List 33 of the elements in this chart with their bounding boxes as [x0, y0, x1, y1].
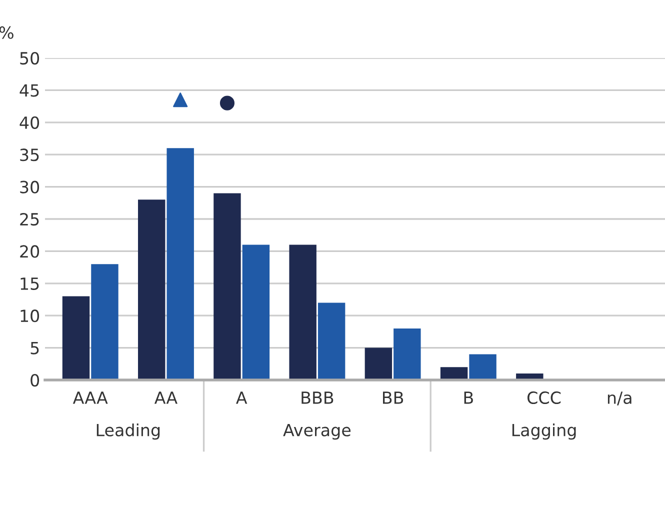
y-tick-label: 40	[20, 116, 40, 129]
x-tick-label: BB	[383, 392, 404, 404]
y-tick-label: 15	[20, 278, 39, 290]
x-tick-label: AAA	[72, 392, 108, 404]
text: Average	[283, 424, 351, 440]
y-tick-label: 35	[20, 148, 39, 162]
y-tick-label: 10	[20, 310, 40, 322]
y-tick-label: 20	[20, 245, 40, 258]
x-tick-label: CCC	[528, 391, 561, 404]
bar	[364, 348, 392, 380]
bar	[214, 193, 241, 380]
bar	[394, 328, 421, 380]
bar	[318, 302, 346, 380]
x-tick-label: n/a	[608, 392, 632, 406]
y-tick-label: 0	[30, 374, 40, 387]
x-tick-label: BBB	[302, 392, 334, 404]
x-tick-label: A	[236, 392, 248, 404]
bar	[91, 264, 118, 380]
bar	[289, 244, 316, 380]
y-tick-label: 25	[20, 212, 39, 226]
y-tick-label: 30	[20, 180, 40, 194]
bar	[166, 148, 194, 380]
x-tick-label: AA	[154, 392, 178, 404]
y-tick-label: 50	[20, 52, 40, 65]
text: Leading	[96, 423, 160, 440]
x-tick-label: B	[464, 392, 473, 404]
bar	[242, 244, 270, 380]
bar	[138, 200, 166, 380]
bar	[62, 296, 90, 380]
y-tick-label: 45	[20, 84, 39, 97]
y-tick-label: 5	[30, 342, 39, 354]
text: Lagging	[512, 423, 576, 440]
bar	[469, 354, 496, 380]
